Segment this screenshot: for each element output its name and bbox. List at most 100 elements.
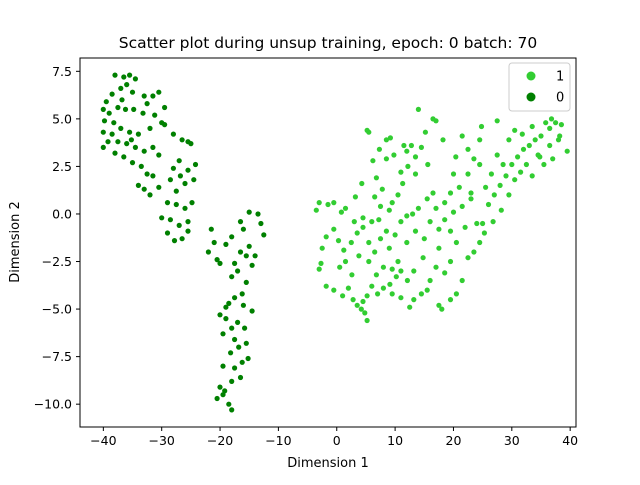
data-point bbox=[152, 112, 158, 118]
data-point bbox=[100, 129, 106, 135]
data-point bbox=[249, 262, 255, 268]
data-point bbox=[232, 295, 238, 301]
data-point bbox=[122, 106, 129, 112]
data-point bbox=[372, 194, 378, 200]
data-point bbox=[232, 365, 238, 371]
data-point bbox=[407, 304, 413, 310]
data-point bbox=[383, 228, 389, 234]
data-point bbox=[547, 125, 553, 131]
data-point bbox=[109, 91, 115, 97]
data-point bbox=[506, 137, 512, 143]
data-point bbox=[370, 158, 376, 164]
data-point bbox=[242, 325, 248, 331]
data-point bbox=[138, 163, 144, 169]
data-point bbox=[436, 302, 442, 308]
data-point bbox=[112, 72, 118, 78]
data-point bbox=[439, 306, 445, 312]
data-point bbox=[255, 211, 261, 217]
data-point bbox=[404, 148, 410, 154]
data-point bbox=[430, 190, 436, 196]
data-point bbox=[372, 249, 378, 255]
data-point bbox=[424, 287, 430, 293]
data-point bbox=[375, 291, 381, 297]
data-point bbox=[364, 317, 370, 324]
data-point bbox=[422, 129, 428, 135]
data-point bbox=[192, 161, 199, 168]
data-point bbox=[398, 169, 404, 175]
data-point bbox=[425, 161, 431, 168]
y-tick-label: 0.0 bbox=[52, 206, 72, 221]
data-point bbox=[159, 215, 165, 221]
data-point bbox=[220, 392, 226, 398]
data-point bbox=[497, 182, 503, 188]
data-point bbox=[170, 131, 176, 137]
data-point bbox=[529, 173, 535, 179]
data-point bbox=[415, 106, 421, 112]
x-tick-label: 10 bbox=[387, 433, 403, 448]
data-point bbox=[383, 137, 389, 143]
data-point bbox=[352, 194, 358, 200]
data-point bbox=[127, 72, 133, 78]
y-tick-label: 2.5 bbox=[52, 159, 72, 174]
data-point bbox=[471, 156, 477, 162]
data-point bbox=[124, 141, 130, 147]
data-point bbox=[354, 230, 360, 236]
data-point bbox=[350, 297, 356, 303]
data-point bbox=[358, 306, 364, 312]
data-point bbox=[239, 291, 245, 297]
data-point bbox=[135, 131, 141, 137]
data-point bbox=[490, 219, 496, 225]
data-point bbox=[462, 224, 468, 230]
data-point bbox=[433, 118, 439, 124]
data-point bbox=[398, 295, 404, 301]
data-point bbox=[389, 291, 395, 297]
data-point bbox=[404, 239, 410, 246]
data-point bbox=[217, 384, 223, 390]
data-point bbox=[237, 374, 244, 381]
data-point bbox=[465, 171, 471, 177]
data-point bbox=[188, 141, 194, 147]
plot-frame bbox=[79, 57, 577, 428]
data-point bbox=[316, 200, 322, 206]
data-point bbox=[427, 219, 433, 225]
data-point bbox=[150, 144, 156, 150]
data-point bbox=[342, 258, 349, 265]
data-point bbox=[512, 177, 518, 183]
data-point bbox=[398, 219, 404, 225]
data-point bbox=[331, 287, 337, 293]
data-point bbox=[236, 344, 242, 350]
data-point bbox=[503, 173, 509, 179]
data-point bbox=[318, 260, 324, 266]
data-point bbox=[362, 310, 368, 316]
data-point bbox=[548, 116, 555, 122]
data-point bbox=[129, 89, 136, 95]
data-point bbox=[366, 129, 372, 135]
data-point bbox=[331, 226, 337, 232]
data-point bbox=[105, 139, 111, 145]
y-axis-label: Dimension 2 bbox=[8, 201, 23, 283]
data-point bbox=[176, 158, 182, 164]
data-point bbox=[433, 205, 439, 211]
data-point bbox=[387, 281, 393, 287]
data-point bbox=[465, 255, 471, 261]
data-point bbox=[433, 264, 439, 270]
data-point bbox=[319, 245, 325, 251]
data-point bbox=[465, 146, 471, 152]
data-point bbox=[124, 82, 130, 88]
data-point bbox=[509, 161, 515, 168]
data-point bbox=[229, 234, 235, 240]
data-point bbox=[523, 161, 530, 168]
data-point bbox=[214, 257, 220, 263]
data-point bbox=[144, 171, 150, 177]
data-point bbox=[331, 200, 337, 206]
data-point bbox=[156, 89, 162, 95]
data-point bbox=[440, 137, 446, 143]
data-point bbox=[141, 93, 147, 99]
data-point bbox=[395, 192, 401, 198]
data-point bbox=[167, 217, 173, 223]
data-point bbox=[354, 302, 360, 308]
data-point bbox=[380, 285, 386, 291]
data-point bbox=[100, 144, 106, 150]
data-point bbox=[485, 201, 492, 208]
x-axis-label: Dimension 1 bbox=[287, 456, 369, 471]
